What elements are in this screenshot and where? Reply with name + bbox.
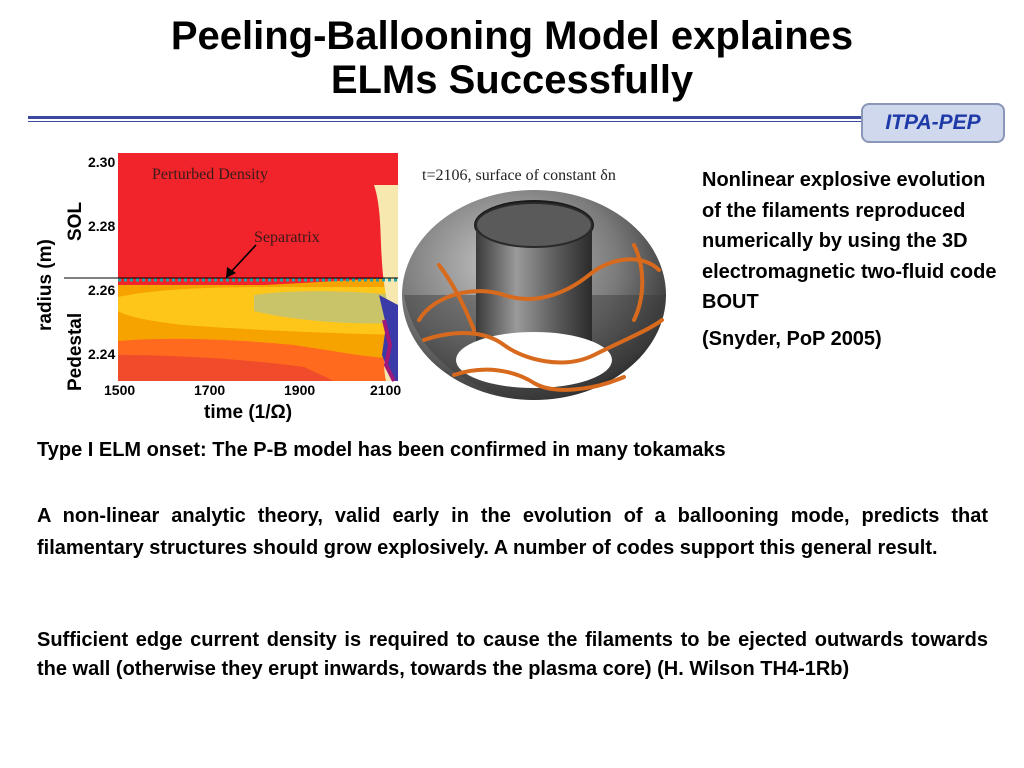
figure-svg: Perturbed Density Separatrix 2.30 2.28 2… (35, 153, 666, 423)
filament-strand (452, 367, 626, 392)
title-line-2: ELMs Successfully (330, 58, 694, 102)
separatrix-arrowhead (226, 267, 236, 278)
filament-strand (417, 257, 661, 322)
side-description-text: Nonlinear explosive evolution of the fil… (702, 169, 997, 313)
heatmap-band-bottom (118, 355, 334, 381)
y-axis-label: radius (m) (35, 239, 56, 331)
heatmap-burst-streak (382, 319, 396, 382)
y-tick: 2.28 (88, 218, 115, 234)
torus-caption: t=2106, surface of constant δn (422, 167, 616, 184)
filament-strands (417, 243, 664, 392)
paragraph-nonlinear-theory: A non-linear analytic theory, valid earl… (37, 505, 988, 559)
separatrix-label: Separatrix (254, 229, 320, 246)
side-description: Nonlinear explosive evolution of the fil… (702, 165, 1002, 354)
header-rule-thin (28, 121, 868, 122)
sol-region-label: SOL (65, 202, 86, 241)
simulation-figure: Perturbed Density Separatrix 2.30 2.28 2… (34, 145, 704, 430)
x-tick: 1900 (284, 382, 315, 398)
header-rule-thick (28, 116, 868, 119)
x-axis-ticks: 1500 1700 1900 2100 (104, 382, 401, 398)
x-tick: 2100 (370, 382, 401, 398)
y-tick: 2.30 (88, 154, 115, 170)
torus-column-cap (475, 202, 593, 248)
itpa-pep-badge: ITPA-PEP (861, 103, 1005, 143)
slide-title: Peeling-Ballooning Model explaines ELMs … (0, 14, 1024, 102)
y-axis-ticks: 2.30 2.28 2.26 2.24 (88, 154, 115, 362)
torus-render (402, 190, 666, 400)
paragraph-elm-onset: Type I ELM onset: The P-B model has been… (37, 439, 726, 461)
y-tick: 2.26 (88, 282, 115, 298)
density-heatmap (64, 153, 398, 382)
pedestal-region-label: Pedestal (65, 313, 86, 391)
perturbed-density-label: Perturbed Density (152, 166, 268, 183)
side-citation: (Snyder, PoP 2005) (702, 327, 882, 350)
x-axis-label: time (1/Ω) (204, 402, 292, 423)
heatmap-band-olive (254, 291, 398, 324)
x-tick: 1500 (104, 382, 135, 398)
x-tick: 1700 (194, 382, 225, 398)
filament-strand (422, 318, 664, 365)
paragraph-edge-current: Sufficient edge current density is requi… (37, 629, 988, 680)
separatrix-arrow (229, 244, 257, 274)
y-tick: 2.24 (88, 346, 115, 362)
filament-strand (632, 243, 645, 322)
filament-strand (437, 263, 476, 332)
title-line-1: Peeling-Ballooning Model explaines (170, 14, 854, 58)
